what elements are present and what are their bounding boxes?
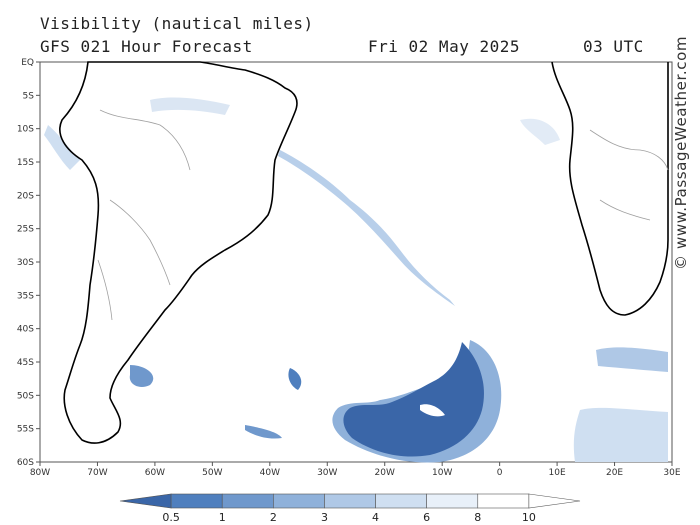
country-borders (97, 109, 669, 321)
legend-swatch (426, 493, 479, 509)
lat-tick-label: 15S (17, 158, 34, 168)
watermark-text: © www.PassageWeather.com (672, 35, 690, 270)
legend-label: 8 (474, 511, 481, 524)
legend-swatch (273, 493, 325, 509)
lon-tick-label: 30W (317, 468, 337, 478)
lon-tick-label: 10W (432, 468, 452, 478)
lat-tick-label: 40S (17, 325, 34, 335)
forecast-time: 03 UTC (583, 37, 644, 56)
lat-tick-label: 20S (17, 191, 34, 201)
legend-swatch (375, 493, 427, 509)
map-frame (39, 61, 673, 463)
legend-swatch (477, 493, 530, 509)
lon-tick-label: 10E (549, 468, 566, 478)
lat-tick-label: 30S (17, 258, 34, 268)
lat-tick-label: EQ (21, 58, 34, 68)
legend-swatch (324, 493, 376, 509)
lon-tick-label: 60W (145, 468, 165, 478)
legend-label: 6 (423, 511, 430, 524)
legend-swatch (221, 493, 274, 509)
lon-tick-label: 0 (497, 468, 503, 478)
legend-label: 4 (372, 511, 379, 524)
land-outlines (59, 61, 669, 444)
lat-tick-label: 55S (17, 425, 34, 435)
lat-tick-label: 10S (17, 125, 34, 135)
lat-tick-label: 50S (17, 391, 34, 401)
model-run-label: GFS 021 Hour Forecast (40, 37, 253, 56)
longitude-axis: 80W 70W 60W 50W 40W 30W 20W 10W 0 10E 20E 30E (30, 462, 681, 478)
lon-tick-label: 20E (606, 468, 623, 478)
latitude-axis: EQ 5S 10S 15S 20S 25S 30S 35S 40S 45S 50S 55S 60S (17, 58, 40, 468)
legend-label: 10 (522, 511, 536, 524)
lat-tick-label: 25S (17, 225, 34, 235)
legend-swatch (528, 493, 581, 509)
lat-tick-label: 35S (17, 291, 34, 301)
lon-tick-label: 30E (663, 468, 680, 478)
forecast-date: Fri 02 May 2025 (368, 37, 520, 56)
legend-swatch (170, 493, 223, 509)
lon-tick-label: 40W (260, 468, 280, 478)
lon-tick-label: 50W (202, 468, 222, 478)
visibility-shading (44, 97, 668, 463)
lon-tick-label: 80W (30, 468, 50, 478)
legend-label: 0.5 (162, 511, 180, 524)
legend-label: 3 (321, 511, 328, 524)
lon-tick-label: 70W (87, 468, 107, 478)
lon-tick-label: 20W (375, 468, 395, 478)
visibility-legend: 0.5 1 2 3 4 6 8 10 (119, 493, 581, 524)
legend-swatch (119, 493, 172, 509)
legend-label: 2 (270, 511, 277, 524)
legend-label: 1 (219, 511, 226, 524)
lat-tick-label: 60S (17, 458, 34, 468)
map-title: Visibility (nautical miles) (40, 14, 314, 33)
lat-tick-label: 45S (17, 358, 34, 368)
lat-tick-label: 5S (23, 91, 35, 101)
